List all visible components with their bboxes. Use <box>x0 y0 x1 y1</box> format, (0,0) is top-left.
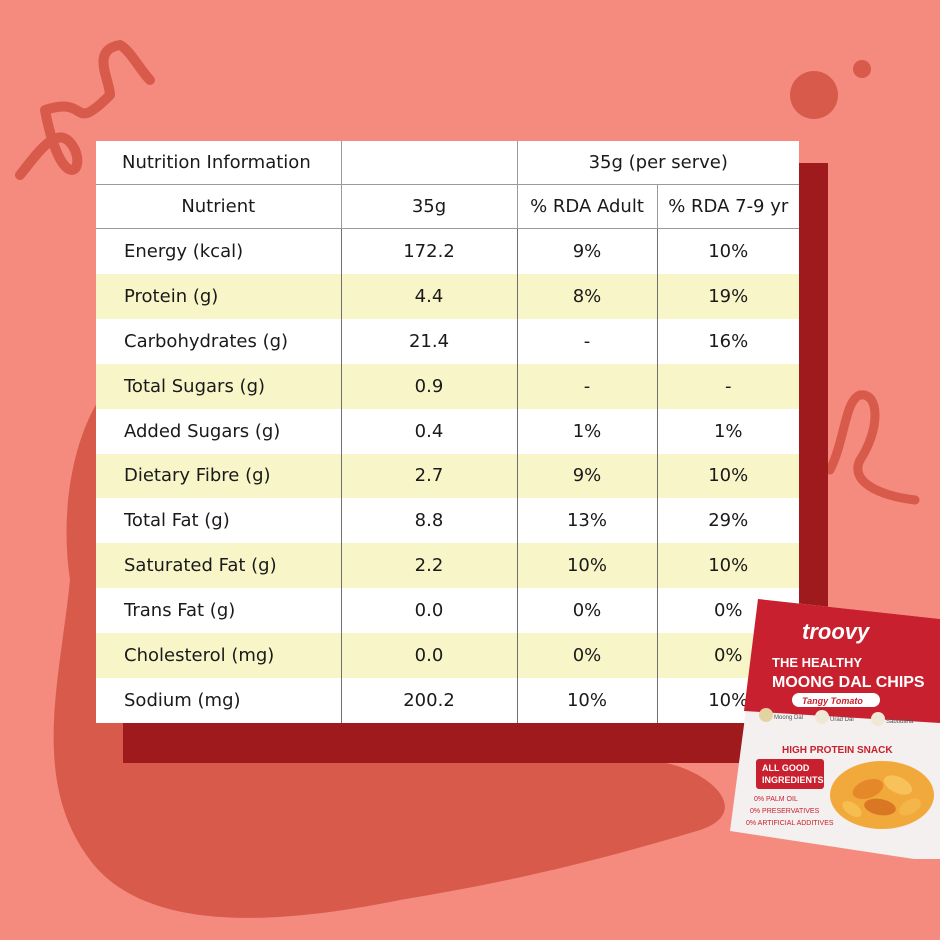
rda-child: 0% <box>713 600 743 622</box>
claim-label: 0% PALM OIL <box>754 796 798 803</box>
rda-adult: - <box>517 363 658 409</box>
ingredient-icon <box>759 708 773 722</box>
ingredient-icon <box>871 712 885 726</box>
nutrient-amount: 0.9 <box>341 363 518 409</box>
column-header: Nutrient <box>96 184 342 229</box>
table-title-row: Nutrition Information 35g (per serve) <box>96 141 799 185</box>
table-row: Total Fat (g) 8.8 13% 29% <box>96 498 799 544</box>
serving-size: 35g (per serve) <box>517 141 799 185</box>
nutrient-name: Dietary Fibre (g) <box>96 453 342 499</box>
nutrient-name: Energy (kcal) <box>96 228 342 274</box>
rda-adult: 8% <box>517 273 658 319</box>
large-dot <box>790 71 838 119</box>
nutrient-amount: 172.2 <box>341 228 518 274</box>
table-row: Protein (g) 4.4 8% 19% <box>96 273 799 319</box>
column-header-row: Nutrient 35g % RDA Adult % RDA 7-9 yr <box>96 184 799 229</box>
rda-adult: 9% <box>517 228 658 274</box>
nutrient-name: Trans Fat (g) <box>96 588 342 634</box>
loop-shape <box>825 390 920 505</box>
rda-adult: 0% <box>517 588 658 634</box>
ingredient-icon <box>815 710 829 724</box>
empty-cell <box>341 141 518 185</box>
squiggle-shape <box>15 40 155 180</box>
nutrient-name: Added Sugars (g) <box>96 408 342 454</box>
table-row: Dietary Fibre (g) 2.7 9% 10% <box>96 453 799 499</box>
ingredient-label: Sabudana <box>886 719 914 725</box>
claim-label: 0% ARTIFICIAL ADDITIVES <box>746 820 834 827</box>
good-ingredients-label: ALL GOOD <box>762 763 810 773</box>
good-ingredients-label: INGREDIENTS <box>762 775 824 785</box>
column-header: % RDA 7-9 yr <box>657 184 799 229</box>
column-header: % RDA Adult <box>517 184 658 229</box>
ingredient-label: Moong Dal <box>774 715 803 721</box>
table-title: Nutrition Information <box>96 141 342 185</box>
nutrient-amount: 4.4 <box>341 273 518 319</box>
nutrient-name: Cholesterol (mg) <box>96 633 342 678</box>
ingredient-label: Urad Dal <box>830 717 854 723</box>
flavor-tag <box>792 693 880 707</box>
rda-adult: 0% <box>517 633 658 678</box>
chips-packet-icon: troovy THE HEALTHY MOONG DAL CHIPS Tangy… <box>730 599 940 859</box>
table-row: Sodium (mg) 200.2 10% 10% <box>96 677 799 723</box>
rda-child: 0% <box>713 645 743 667</box>
rda-adult: 10% <box>517 543 658 589</box>
rda-child: 1% <box>713 420 743 442</box>
nutrient-name: Total Sugars (g) <box>96 363 342 409</box>
rda-adult: 10% <box>517 677 658 723</box>
nutrient-amount: 21.4 <box>341 318 518 364</box>
claim-label: 0% PRESERVATIVES <box>750 808 820 815</box>
rda-adult: 13% <box>517 498 658 544</box>
table-row: Energy (kcal) 172.2 9% 10% <box>96 228 799 274</box>
rda-child: 29% <box>708 510 749 532</box>
nutrient-name: Carbohydrates (g) <box>96 318 342 364</box>
package-tagline: THE HEALTHY <box>772 655 862 670</box>
rda-child: 16% <box>708 330 749 352</box>
rda-child: 10% <box>708 689 749 711</box>
table-row: Cholesterol (mg) 0.0 0% 0% <box>96 633 799 678</box>
nutrient-amount: 0.0 <box>341 588 518 634</box>
good-ingredients-badge <box>756 759 824 789</box>
rda-adult: 1% <box>517 408 658 454</box>
nutrient-name: Total Fat (g) <box>96 498 342 544</box>
brand-logo: troovy <box>802 619 871 644</box>
nutrient-amount: 0.4 <box>341 408 518 454</box>
table-row: Saturated Fat (g) 2.2 10% 10% <box>96 543 799 589</box>
rda-child: 19% <box>708 285 749 307</box>
small-dot <box>853 60 871 78</box>
rda-adult: 9% <box>517 453 658 499</box>
protein-badge: HIGH PROTEIN SNACK <box>782 745 893 756</box>
nutrient-amount: 0.0 <box>341 633 518 678</box>
nutrient-name: Protein (g) <box>96 273 342 319</box>
rda-child: 10% <box>708 465 749 487</box>
nutrient-amount: 2.2 <box>341 543 518 589</box>
nutrient-name: Saturated Fat (g) <box>96 543 342 589</box>
nutrition-table: Nutrition Information 35g (per serve) Nu… <box>96 141 799 723</box>
table-row: Added Sugars (g) 0.4 1% 1% <box>96 408 799 454</box>
nutrient-amount: 200.2 <box>341 677 518 723</box>
column-header: 35g <box>341 184 518 229</box>
table-row: Trans Fat (g) 0.0 0% 0% <box>96 588 799 634</box>
nutrient-name: Sodium (mg) <box>96 677 342 723</box>
blob-shape <box>53 360 725 918</box>
nutrient-amount: 2.7 <box>341 453 518 499</box>
chips-image <box>830 761 934 829</box>
rda-child: - <box>725 375 732 397</box>
table-row: Total Sugars (g) 0.9 - - <box>96 363 799 409</box>
table-row: Carbohydrates (g) 21.4 - 16% <box>96 318 799 364</box>
rda-adult: - <box>517 318 658 364</box>
nutrient-amount: 8.8 <box>341 498 518 544</box>
packet-top <box>744 599 940 723</box>
flavor-label: Tangy Tomato <box>802 696 863 706</box>
rda-child: 10% <box>708 240 749 262</box>
rda-child: 10% <box>708 555 749 577</box>
product-name: MOONG DAL CHIPS <box>772 674 925 691</box>
